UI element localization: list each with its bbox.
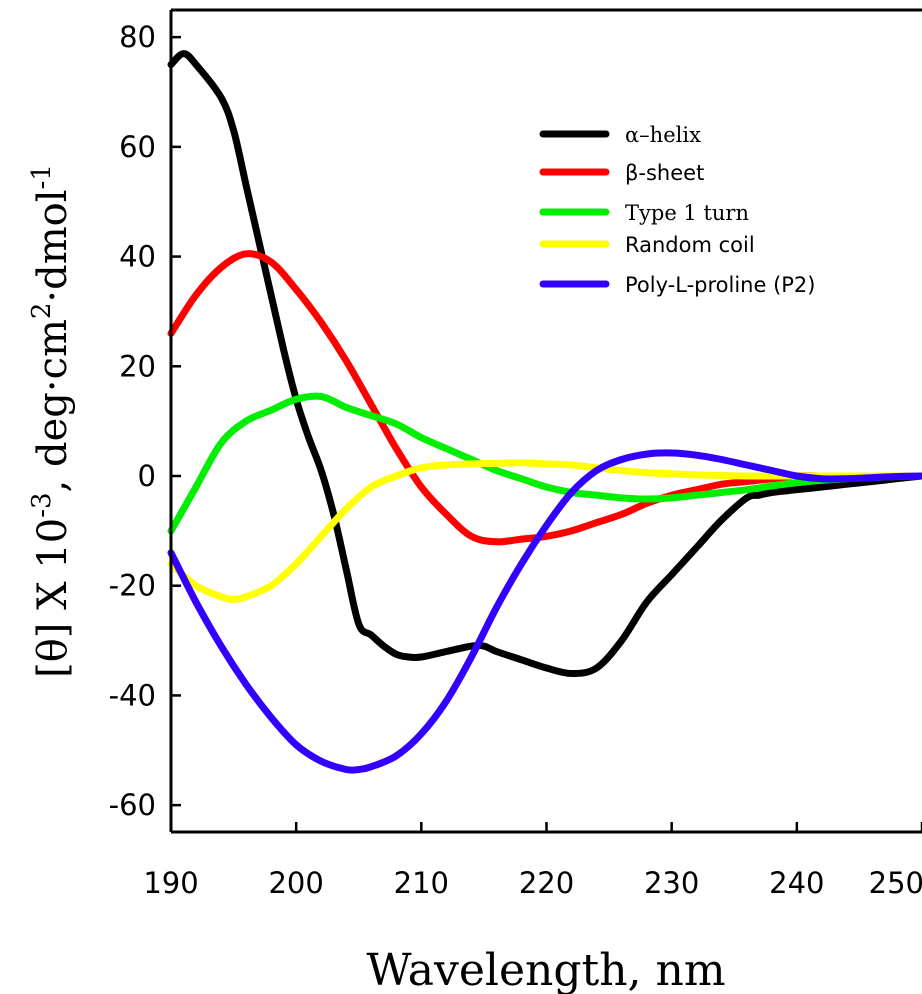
x-tick-label: 210 <box>394 866 449 900</box>
x-tick-label: 240 <box>769 866 824 900</box>
x-tick-label: 230 <box>644 866 699 900</box>
series-line-2 <box>167 392 922 535</box>
x-tick-label: 190 <box>143 866 198 900</box>
y-axis-title-prefix: [θ] X 10 <box>30 518 76 678</box>
x-tick-label: 250 <box>869 866 922 900</box>
x-axis-title: Wavelength, nm <box>366 945 725 994</box>
y-axis-title-mid2: ·dmol <box>30 189 76 302</box>
legend-label-4: Poly-L-proline (P2) <box>625 273 815 297</box>
legend-label-2: Type 1 turn <box>625 201 749 225</box>
x-tick-label: 200 <box>268 866 323 900</box>
legend: α–helix β-sheet Type 1 turn Random coil Poly… <box>539 123 815 297</box>
legend-label-3: Random coil <box>625 233 755 257</box>
series-line-4 <box>167 449 922 774</box>
legend-label-1: β-sheet <box>625 161 704 185</box>
y-axis-title-exp3: -1 <box>27 164 57 189</box>
ticks-layer: 190 200 210 220 230 240 250 -60 -40 -20 0 20 40 60 80 <box>109 20 922 900</box>
x-tick-label: 220 <box>519 866 574 900</box>
series-layer <box>167 50 922 774</box>
legend-label-0: α–helix <box>625 123 701 147</box>
y-axis-title-mid: , deg·cm <box>30 319 76 492</box>
y-tick-label: -40 <box>109 678 156 712</box>
series-line-0 <box>167 50 922 677</box>
y-axis-title-exp2: 2 <box>27 303 57 320</box>
y-tick-label: -60 <box>109 788 156 822</box>
y-tick-label: 40 <box>119 240 156 274</box>
y-tick-label: 0 <box>138 459 156 493</box>
y-tick-label: 80 <box>119 20 156 54</box>
y-tick-label: -20 <box>109 569 156 603</box>
y-tick-label: 60 <box>119 130 156 164</box>
y-axis-title: [θ] X 10-3, deg·cm2·dmol-1 <box>27 164 76 678</box>
y-tick-label: 20 <box>119 349 156 383</box>
y-axis-title-exp1: -3 <box>27 492 57 517</box>
